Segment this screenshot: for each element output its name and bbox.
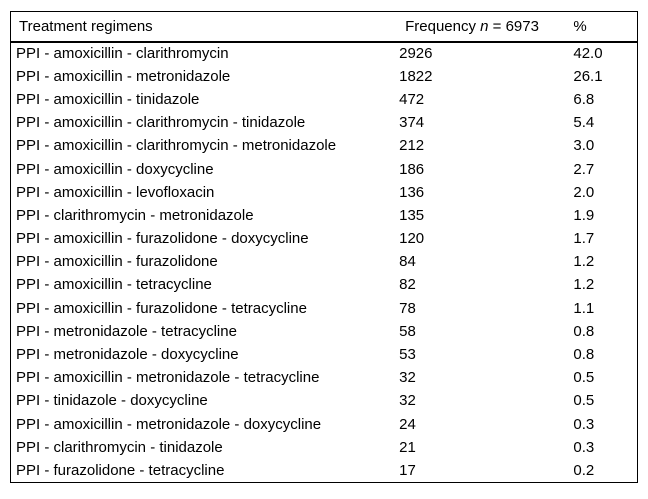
regimen-cell: PPI - amoxicillin - clarithromycin — [16, 45, 229, 63]
frequency-cell: 120 — [399, 230, 425, 248]
regimen-cell: PPI - furazolidone - tetracycline — [16, 461, 225, 479]
table-row: PPI - amoxicillin - clarithromycin - met… — [11, 134, 638, 157]
header-n-symbol: n — [480, 17, 489, 35]
frequency-cell: 32 — [399, 392, 416, 410]
treatment-regimens-table-container: Treatment regimens Frequency n = 6973 % … — [10, 11, 638, 483]
percent-cell: 42.0 — [573, 45, 603, 63]
table-row: PPI - amoxicillin - furazolidone - doxyc… — [11, 227, 638, 250]
regimen-cell: PPI - clarithromycin - metronidazole — [16, 206, 254, 224]
percent-cell: 0.3 — [573, 415, 595, 433]
table-row: PPI - amoxicillin - clarithromycin - tin… — [11, 111, 638, 134]
percent-cell: 0.8 — [573, 346, 595, 364]
percent-cell: 0.5 — [573, 369, 595, 387]
frequency-cell: 24 — [399, 415, 416, 433]
percent-cell: 3.0 — [573, 137, 595, 155]
percent-cell: 1.2 — [573, 276, 595, 294]
percent-cell: 0.5 — [573, 392, 595, 410]
regimen-cell: PPI - amoxicillin - furazolidone - tetra… — [16, 299, 307, 317]
frequency-cell: 21 — [399, 438, 416, 456]
regimen-cell: PPI - tinidazole - doxycycline — [16, 392, 208, 410]
table-row: PPI - metronidazole - doxycycline 53 0.8 — [11, 343, 638, 366]
regimen-cell: PPI - amoxicillin - clarithromycin - tin… — [16, 114, 306, 132]
frequency-cell: 136 — [399, 183, 425, 201]
frequency-cell: 2926 — [399, 45, 433, 63]
table-row: PPI - amoxicillin - clarithromycin 2926 … — [11, 42, 638, 65]
table-row: PPI - amoxicillin - furazolidone - tetra… — [11, 297, 638, 320]
frequency-cell: 186 — [399, 160, 425, 178]
frequency-cell: 82 — [399, 276, 416, 294]
frequency-cell: 472 — [399, 90, 425, 108]
frequency-cell: 135 — [399, 206, 425, 224]
percent-cell: 6.8 — [573, 90, 595, 108]
frequency-cell: 212 — [399, 137, 425, 155]
table-row: PPI - tinidazole - doxycycline 32 0.5 — [11, 389, 638, 412]
regimen-cell: PPI - amoxicillin - tetracycline — [16, 276, 212, 294]
table-row: PPI - furazolidone - tetracycline 17 0.2 — [11, 459, 638, 482]
table-row: PPI - amoxicillin - tetracycline 82 1.2 — [11, 273, 638, 296]
header-frequency: Frequency n = 6973 — [397, 11, 572, 43]
header-row: Treatment regimens Frequency n = 6973 % — [10, 11, 638, 43]
percent-cell: 1.9 — [573, 206, 595, 224]
frequency-cell: 84 — [399, 253, 416, 271]
regimen-cell: PPI - metronidazole - tetracycline — [16, 322, 237, 340]
regimen-cell: PPI - amoxicillin - clarithromycin - met… — [16, 137, 337, 155]
regimen-cell: PPI - amoxicillin - doxycycline — [16, 160, 214, 178]
percent-cell: 0.3 — [573, 438, 595, 456]
table-row: PPI - clarithromycin - tinidazole 21 0.3 — [11, 436, 638, 459]
regimen-cell: PPI - amoxicillin - metronidazole — [16, 67, 231, 85]
regimen-cell: PPI - amoxicillin - tinidazole — [16, 90, 200, 108]
table-row: PPI - amoxicillin - tinidazole 472 6.8 — [11, 88, 638, 111]
frequency-cell: 78 — [399, 299, 416, 317]
table-row: PPI - amoxicillin - furazolidone 84 1.2 — [11, 250, 638, 273]
table-row: PPI - amoxicillin - metronidazole - doxy… — [11, 413, 638, 436]
frequency-cell: 17 — [399, 461, 416, 479]
percent-cell: 1.7 — [573, 230, 595, 248]
header-n-total: = 6973 — [488, 17, 539, 35]
frequency-cell: 58 — [399, 322, 416, 340]
table-row: PPI - amoxicillin - metronidazole 1822 2… — [11, 65, 638, 88]
regimen-cell: PPI - metronidazole - doxycycline — [16, 346, 239, 364]
header-treatment-regimens: Treatment regimens — [10, 11, 398, 43]
regimen-cell: PPI - clarithromycin - tinidazole — [16, 438, 223, 456]
table-header: Treatment regimens Frequency n = 6973 % — [10, 11, 638, 43]
percent-cell: 0.2 — [573, 461, 595, 479]
percent-cell: 1.2 — [573, 253, 595, 271]
regimen-cell: PPI - amoxicillin - metronidazole - tetr… — [16, 369, 320, 387]
treatment-regimens-table: Treatment regimens Frequency n = 6973 % … — [10, 11, 638, 483]
table-row: PPI - metronidazole - tetracycline 58 0.… — [11, 320, 638, 343]
table-row: PPI - clarithromycin - metronidazole 135… — [11, 204, 638, 227]
percent-cell: 2.7 — [573, 160, 595, 178]
frequency-cell: 53 — [399, 346, 416, 364]
percent-cell: 1.1 — [573, 299, 595, 317]
regimen-cell: PPI - amoxicillin - furazolidone - doxyc… — [16, 230, 309, 248]
table-row: PPI - amoxicillin - doxycycline 186 2.7 — [11, 157, 638, 180]
header-frequency-label: Frequency — [405, 17, 481, 35]
percent-cell: 26.1 — [573, 67, 603, 85]
percent-cell: 5.4 — [573, 114, 595, 132]
regimen-cell: PPI - amoxicillin - furazolidone — [16, 253, 218, 271]
percent-cell: 2.0 — [573, 183, 595, 201]
regimen-cell: PPI - amoxicillin - levofloxacin — [16, 183, 215, 201]
frequency-cell: 374 — [399, 114, 425, 132]
table-body: PPI - amoxicillin - clarithromycin 2926 … — [11, 42, 638, 483]
frequency-cell: 1822 — [399, 67, 433, 85]
table-row: PPI - amoxicillin - metronidazole - tetr… — [11, 366, 638, 389]
frequency-cell: 32 — [399, 369, 416, 387]
percent-cell: 0.8 — [573, 322, 595, 340]
header-percent: % — [571, 11, 638, 43]
table-row: PPI - amoxicillin - levofloxacin 136 2.0 — [11, 181, 638, 204]
regimen-cell: PPI - amoxicillin - metronidazole - doxy… — [16, 415, 322, 433]
